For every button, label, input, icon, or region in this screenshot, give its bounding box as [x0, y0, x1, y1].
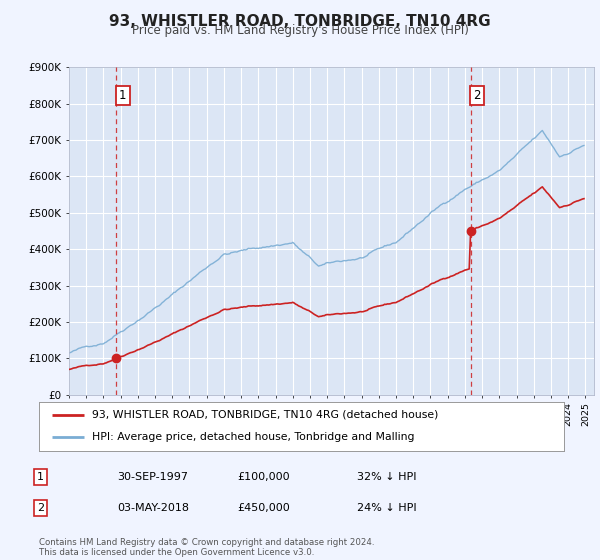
Text: 2: 2 [37, 503, 44, 513]
Text: 1: 1 [119, 89, 127, 102]
Text: 93, WHISTLER ROAD, TONBRIDGE, TN10 4RG: 93, WHISTLER ROAD, TONBRIDGE, TN10 4RG [109, 14, 491, 29]
Text: Price paid vs. HM Land Registry's House Price Index (HPI): Price paid vs. HM Land Registry's House … [131, 24, 469, 37]
Text: 30-SEP-1997: 30-SEP-1997 [117, 472, 188, 482]
Text: Contains HM Land Registry data © Crown copyright and database right 2024.
This d: Contains HM Land Registry data © Crown c… [39, 538, 374, 557]
Text: 2: 2 [473, 89, 481, 102]
Text: £100,000: £100,000 [237, 472, 290, 482]
Text: £450,000: £450,000 [237, 503, 290, 513]
Text: 24% ↓ HPI: 24% ↓ HPI [357, 503, 416, 513]
Text: 03-MAY-2018: 03-MAY-2018 [117, 503, 189, 513]
Text: 1: 1 [37, 472, 44, 482]
Text: 32% ↓ HPI: 32% ↓ HPI [357, 472, 416, 482]
Text: 93, WHISTLER ROAD, TONBRIDGE, TN10 4RG (detached house): 93, WHISTLER ROAD, TONBRIDGE, TN10 4RG (… [91, 410, 438, 420]
Text: HPI: Average price, detached house, Tonbridge and Malling: HPI: Average price, detached house, Tonb… [91, 432, 414, 442]
